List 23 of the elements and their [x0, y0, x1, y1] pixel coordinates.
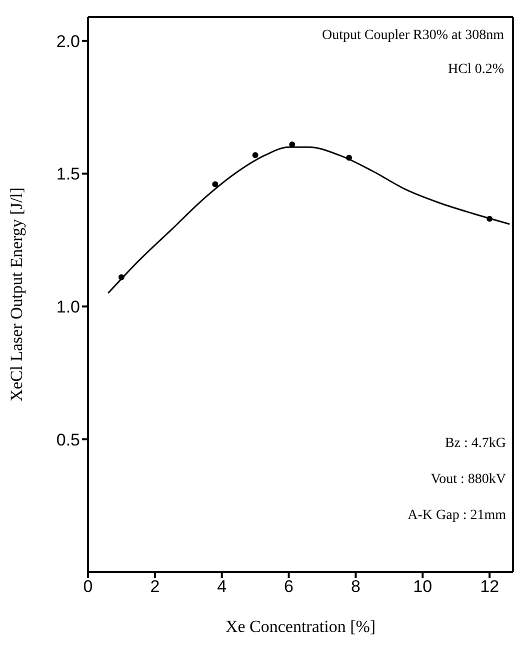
- x-tick-label: 2: [150, 577, 160, 596]
- x-tick-label: 4: [217, 577, 227, 596]
- annotation: Bz : 4.7kG: [444, 436, 506, 452]
- x-tick-label: 10: [413, 577, 432, 596]
- point: [346, 154, 352, 161]
- y-axis-title: XeCl Laser Output Energy [J/l]: [7, 187, 26, 402]
- x-axis-title: Xe Concentration [%]: [225, 617, 376, 636]
- y-tick-label: 1.5: [56, 164, 80, 184]
- x-tick-label: 0: [83, 577, 93, 596]
- x-tick-label: 12: [480, 577, 500, 596]
- annotation: Vout : 880kV: [430, 472, 506, 488]
- annotation: HCl 0.2%: [448, 62, 504, 78]
- y-tick-label: 2.0: [56, 32, 80, 51]
- x-tick-label: 6: [284, 577, 294, 596]
- x-tick-label: 8: [350, 577, 360, 596]
- point: [252, 152, 258, 158]
- annotation: A-K Gap : 21mm: [408, 508, 506, 524]
- annotation: Output Coupler R30% at 308nm: [322, 28, 504, 44]
- y-tick-label: 0.5: [56, 430, 80, 450]
- point: [212, 181, 218, 188]
- y-tick-label: 1.0: [56, 297, 80, 316]
- point: [486, 216, 493, 222]
- point: [118, 274, 124, 280]
